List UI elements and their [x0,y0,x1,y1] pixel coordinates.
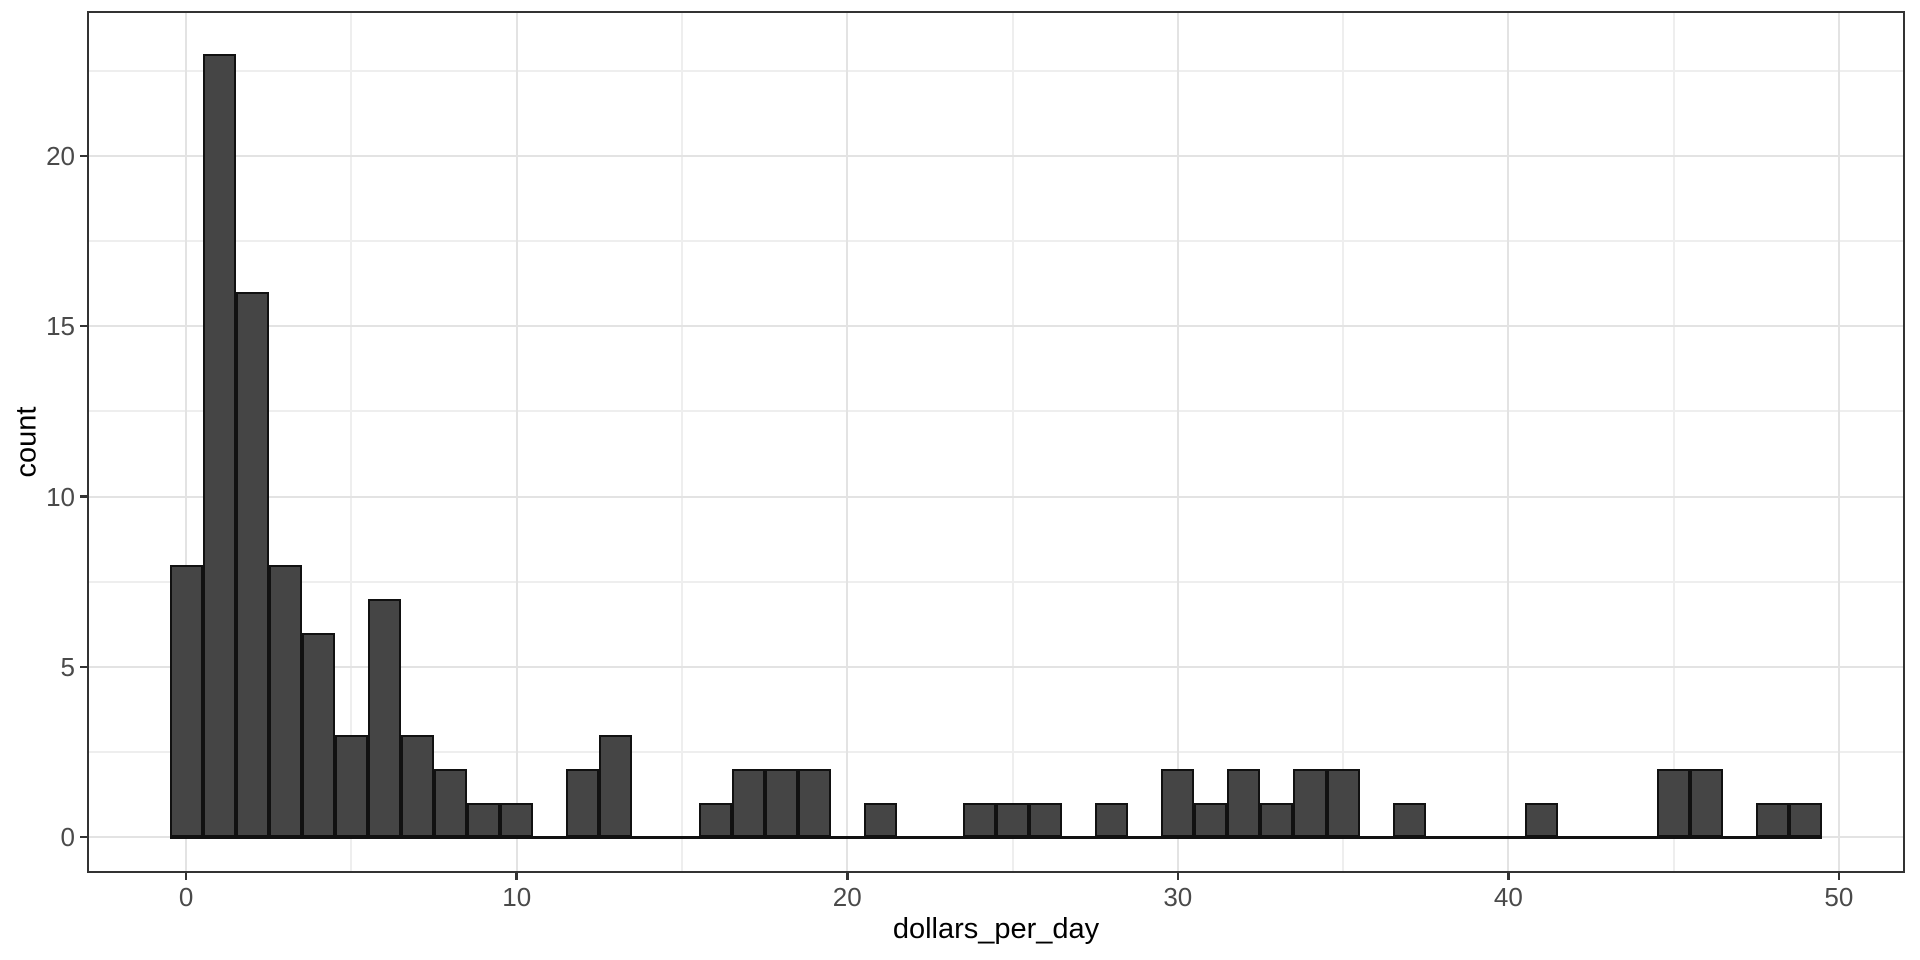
histogram-bar [996,803,1030,838]
gridline-minor-h [87,69,1905,72]
x-axis-title: dollars_per_day [892,913,1100,945]
y-tick-mark [80,495,87,498]
gridline-major-v [1176,11,1179,873]
x-tick-label: 20 [832,882,862,912]
gridline-minor-v [1011,11,1014,873]
gridline-major-h [87,665,1905,668]
y-tick-mark [80,665,87,669]
histogram-bar [698,803,732,838]
histogram-bar [367,598,401,838]
histogram-bar [1293,769,1327,838]
histogram-bar [764,769,798,838]
gridline-major-v [1837,11,1840,873]
histogram-bar [1756,803,1790,838]
y-tick-label: 0 [60,822,75,853]
y-tick-label: 10 [46,481,75,512]
gridline-major-h [87,495,1905,498]
gridline-major-h [87,154,1905,157]
gridline-minor-h [87,580,1905,583]
y-tick-label: 20 [46,140,75,171]
y-tick-label: 15 [46,311,75,342]
histogram-bar [1657,769,1691,838]
zero-baseline [169,835,1823,839]
histogram-bar [1524,803,1558,838]
histogram-bar [1392,803,1426,838]
x-tick-label: 30 [1163,882,1193,912]
gridline-minor-h [87,239,1905,242]
histogram-bar [1029,803,1063,838]
histogram-bar [863,803,897,838]
x-tick-label: 50 [1824,882,1854,912]
plot-panel [87,11,1905,873]
histogram-bar [962,803,996,838]
x-tick-label: 40 [1493,882,1523,912]
x-tick-mark [515,873,518,880]
histogram-bar [1326,769,1360,838]
gridline-major-v [1507,11,1510,873]
histogram-bar [1227,769,1261,838]
gridline-minor-h [87,751,1905,754]
gridline-minor-v [680,11,683,873]
histogram-bar [268,564,302,838]
histogram-bar [1161,769,1195,838]
histogram-bar [202,53,236,838]
histogram-bar [334,735,368,838]
histogram-bar [1194,803,1228,838]
y-tick-label: 5 [60,651,75,682]
histogram-bar [1789,803,1823,838]
y-tick-mark [80,835,87,839]
histogram-bar [301,632,335,838]
x-tick-label: 10 [502,882,532,912]
gridline-major-v [515,11,518,873]
gridline-minor-h [87,410,1905,413]
histogram-bar [731,769,765,838]
histogram-bar [401,735,435,838]
gridline-minor-v [1342,11,1345,873]
histogram-bar [1690,769,1724,838]
gridline-major-h [87,325,1905,328]
histogram-bar [169,564,203,838]
y-tick-mark [80,324,87,328]
histogram-bar [467,803,501,838]
histogram-bar [500,803,534,838]
histogram-bar [434,769,468,838]
gridline-minor-v [1672,11,1675,873]
x-tick-label: 0 [178,882,194,912]
x-tick-mark [1837,873,1841,880]
x-tick-mark [1507,873,1510,880]
gridline-major-v [185,11,188,873]
histogram-bar [235,292,269,838]
x-tick-mark [184,873,188,880]
y-axis-title: count [10,406,43,478]
histogram-bar [1260,803,1294,838]
histogram-bar [1095,803,1129,838]
y-tick-mark [80,154,87,158]
histogram-bar [599,735,633,838]
histogram-bar [797,769,831,838]
histogram-bar [566,769,600,838]
gridline-major-v [846,11,849,873]
gridline-minor-v [350,11,353,873]
x-tick-mark [1176,873,1180,880]
x-tick-mark [846,873,849,880]
